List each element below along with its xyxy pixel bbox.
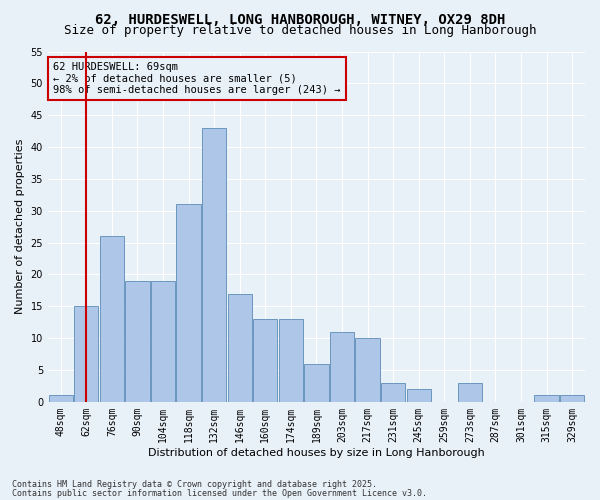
Bar (560, 396, 584, 402)
Text: Contains HM Land Registry data © Crown copyright and database right 2025.: Contains HM Land Registry data © Crown c… (12, 480, 377, 489)
Bar (535, 396, 559, 402)
Bar (151, 281, 175, 402)
Bar (279, 319, 303, 402)
Bar (176, 204, 201, 402)
Text: Size of property relative to detached houses in Long Hanborough: Size of property relative to detached ho… (64, 24, 536, 37)
Bar (381, 382, 406, 402)
Bar (74, 306, 98, 402)
Text: 62 HURDESWELL: 69sqm
← 2% of detached houses are smaller (5)
98% of semi-detache: 62 HURDESWELL: 69sqm ← 2% of detached ho… (53, 62, 341, 95)
Bar (458, 382, 482, 402)
Bar (227, 294, 252, 402)
Bar (125, 281, 149, 402)
Bar (330, 332, 354, 402)
Y-axis label: Number of detached properties: Number of detached properties (15, 139, 25, 314)
Text: Contains public sector information licensed under the Open Government Licence v3: Contains public sector information licen… (12, 490, 427, 498)
Bar (304, 364, 329, 402)
Bar (355, 338, 380, 402)
Bar (49, 396, 73, 402)
Bar (407, 389, 431, 402)
Bar (253, 319, 277, 402)
X-axis label: Distribution of detached houses by size in Long Hanborough: Distribution of detached houses by size … (148, 448, 485, 458)
Bar (100, 236, 124, 402)
Bar (202, 128, 226, 402)
Text: 62, HURDESWELL, LONG HANBOROUGH, WITNEY, OX29 8DH: 62, HURDESWELL, LONG HANBOROUGH, WITNEY,… (95, 12, 505, 26)
